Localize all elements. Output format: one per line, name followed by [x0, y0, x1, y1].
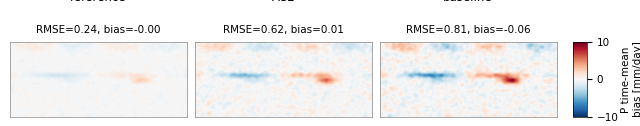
- Text: ACE: ACE: [271, 0, 295, 4]
- Text: baseline: baseline: [444, 0, 493, 4]
- Text: RMSE=0.62, bias=0.01: RMSE=0.62, bias=0.01: [223, 25, 344, 35]
- Y-axis label: P time-mean
bias [mm/day]: P time-mean bias [mm/day]: [621, 41, 640, 117]
- Text: RMSE=0.81, bias=-0.06: RMSE=0.81, bias=-0.06: [406, 25, 531, 35]
- Text: RMSE=0.24, bias=-0.00: RMSE=0.24, bias=-0.00: [36, 25, 161, 35]
- Text: reference: reference: [70, 0, 127, 4]
